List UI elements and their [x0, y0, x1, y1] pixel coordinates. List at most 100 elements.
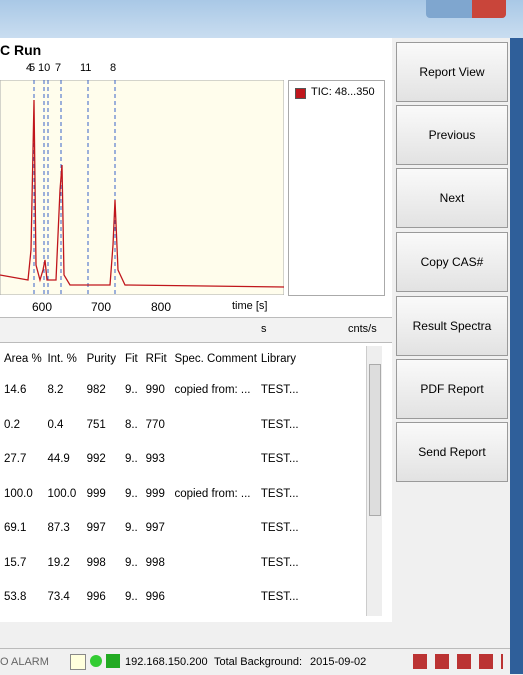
- x-tick-label: 700: [91, 300, 112, 314]
- chromatogram: [0, 80, 284, 295]
- button[interactable]: Send Report: [396, 422, 508, 482]
- table-row[interactable]: 53.8 73.4 996 9.. 996 TEST...: [0, 580, 366, 615]
- peak-label: 10: [38, 62, 51, 74]
- peak-label: 5: [29, 62, 36, 74]
- alarm-status: O ALARM: [0, 656, 49, 668]
- table-cell: 87.3: [47, 522, 70, 535]
- peak-label: 7: [55, 62, 62, 74]
- table-cell: TEST...: [260, 384, 299, 397]
- legend-swatch: [295, 88, 306, 99]
- table-toolbar: s cnts/s: [0, 317, 392, 343]
- table-cell: 996: [145, 591, 165, 604]
- table-cell: 9..: [124, 591, 138, 604]
- table-cell: 9..: [124, 487, 138, 500]
- button[interactable]: Result Spectra: [396, 296, 508, 356]
- button[interactable]: Next: [396, 168, 508, 228]
- plot-area: [0, 80, 284, 295]
- table-cell: 999: [145, 487, 165, 500]
- table-row[interactable]: 100.0 100.0 999 9.. 999 copied from: ... TEST.…: [0, 477, 366, 512]
- x-tick-label: 800: [151, 300, 172, 314]
- status-led: [90, 655, 102, 667]
- table-row[interactable]: 14.6 8.2 982 9.. 990 copied from: ... TEST...: [0, 373, 366, 408]
- table-cell: 8.2: [47, 384, 64, 397]
- table-cell: 990: [145, 384, 165, 397]
- scroll-thumb[interactable]: [369, 364, 381, 516]
- table-cell: 751: [86, 418, 106, 431]
- table-cell: 8..: [124, 418, 138, 431]
- warning-icon: [70, 654, 86, 670]
- table-cell: 997: [86, 522, 106, 535]
- tray-icons: [413, 654, 503, 669]
- peak-markers: [33, 80, 116, 295]
- unit-left: s: [261, 323, 267, 335]
- table-cell: 998: [86, 556, 106, 569]
- table-cell: 998: [145, 556, 165, 569]
- date: 2015-09-02: [310, 656, 367, 668]
- table-cell: 993: [145, 453, 165, 466]
- table-cell: 69.1: [4, 522, 27, 535]
- table-cell: TEST...: [260, 591, 299, 604]
- x-tick-label: 600: [32, 300, 53, 314]
- table-cell: [170, 442, 256, 477]
- background-label: Total Background:: [214, 656, 303, 668]
- column-header[interactable]: Fit: [124, 353, 138, 365]
- column-header[interactable]: Purity: [86, 353, 116, 365]
- table-row[interactable]: 15.7 19.2 998 9.. 998 TEST...: [0, 546, 366, 581]
- column-header[interactable]: Int. %: [47, 353, 77, 365]
- table-cell: 44.9: [47, 453, 70, 466]
- window-title: C Run: [0, 42, 42, 58]
- table-cell: 73.4: [47, 591, 70, 604]
- header-row: Area % Int. % Purity Fit RFit Spec. Comment Li…: [0, 345, 366, 373]
- table-cell: 15.7: [4, 556, 27, 569]
- table-cell: TEST...: [260, 556, 299, 569]
- legend: TIC: 48...350: [288, 80, 385, 296]
- table-cell: 9..: [124, 556, 138, 569]
- table-cell: 770: [145, 418, 165, 431]
- trace: [0, 99, 284, 288]
- button[interactable]: PDF Report: [396, 359, 508, 419]
- peak-label: 8: [110, 62, 117, 74]
- table-cell: 27.7: [4, 453, 27, 466]
- close-button[interactable]: [472, 0, 506, 18]
- table-cell: 992: [86, 453, 106, 466]
- window-controls[interactable]: [426, 0, 506, 18]
- table-cell: 19.2: [47, 556, 70, 569]
- refresh-icon: [106, 654, 120, 668]
- table-cell: 9..: [124, 453, 138, 466]
- table-cell: 997: [145, 522, 165, 535]
- table-cell: copied from: ...: [174, 384, 251, 397]
- table-row[interactable]: 0.2 0.4 751 8.. 770 TEST...: [0, 408, 366, 443]
- ip-address: 192.168.150.200: [125, 656, 208, 668]
- table-cell: 0.4: [47, 418, 64, 431]
- status-bar: O ALARM 192.168.150.200 Total Background…: [0, 648, 510, 675]
- table-cell: 14.6: [4, 384, 27, 397]
- table-cell: 999: [86, 487, 106, 500]
- table-cell: TEST...: [260, 418, 299, 431]
- table-cell: [170, 511, 256, 546]
- table-row[interactable]: 27.7 44.9 992 9.. 993 TEST...: [0, 442, 366, 477]
- x-axis-label: time [s]: [232, 300, 268, 312]
- table-cell: 53.8: [4, 591, 27, 604]
- button[interactable]: Copy CAS#: [396, 232, 508, 292]
- button[interactable]: Previous: [396, 105, 508, 165]
- table-cell: 9..: [124, 384, 138, 397]
- column-header[interactable]: Spec. Comment: [174, 353, 257, 365]
- results-table[interactable]: Area % Int. % Purity Fit RFit Spec. Comment Li…: [0, 345, 366, 617]
- column-header[interactable]: Area %: [4, 353, 42, 365]
- table-cell: TEST...: [260, 453, 299, 466]
- column-header[interactable]: Library: [260, 353, 297, 365]
- peak-label: 11: [80, 62, 92, 74]
- table-cell: 100.0: [4, 487, 33, 500]
- legend-label: TIC: 48...350: [311, 86, 375, 98]
- table-cell: 100.0: [47, 487, 77, 500]
- unit-right: cnts/s: [348, 323, 377, 335]
- table-cell: 9..: [124, 522, 138, 535]
- scrollbar[interactable]: [366, 346, 382, 616]
- table-cell: [170, 408, 256, 443]
- button[interactable]: Report View: [396, 42, 508, 102]
- table-cell: [170, 546, 256, 581]
- column-header[interactable]: RFit: [145, 353, 167, 365]
- window-border: [510, 38, 523, 674]
- table-row[interactable]: 69.1 87.3 997 9.. 997 TEST...: [0, 511, 366, 546]
